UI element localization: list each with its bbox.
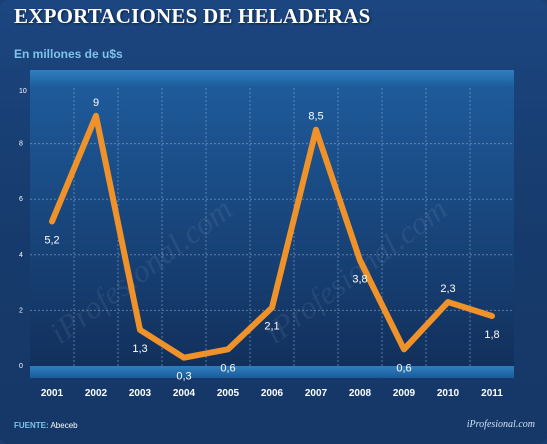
data-label: 1,8 <box>484 329 499 341</box>
data-labels: 5,2 9 1,3 0,3 0,6 2,1 8,5 3,8 0,6 2,3 1,8 <box>44 97 499 383</box>
data-label: 0,3 <box>176 371 191 383</box>
x-tick-label: 2006 <box>261 388 284 399</box>
y-tick-label: 10 <box>19 88 27 95</box>
data-label: 1,3 <box>132 343 147 355</box>
data-label: 9 <box>93 97 99 109</box>
y-tick-label: 4 <box>19 252 23 259</box>
source-label: FUENTE: <box>14 421 49 430</box>
chart-subtitle: En millones de u$s <box>14 47 123 61</box>
y-tick-label: 0 <box>19 363 23 370</box>
x-tick-label: 2009 <box>393 388 416 399</box>
data-label: 0,6 <box>396 362 411 374</box>
y-axis: 0 2 4 6 8 10 <box>19 88 27 370</box>
series-line <box>49 112 495 361</box>
data-label: 2,1 <box>264 321 279 333</box>
x-tick-label: 2011 <box>481 388 503 399</box>
data-label: 0,6 <box>220 362 235 374</box>
x-axis: 2001 2002 2003 2004 2005 2006 2007 2008 2009 2010… <box>41 388 503 399</box>
source-value: Abeceb <box>50 421 78 430</box>
x-tick-label: 2005 <box>217 388 240 399</box>
plot-bottom-band <box>30 366 514 378</box>
x-tick-label: 2010 <box>437 388 460 399</box>
x-tick-label: 2003 <box>129 388 152 399</box>
x-tick-label: 2007 <box>305 388 328 399</box>
brand-logo: iProfesional.com <box>466 419 535 430</box>
data-label: 5,2 <box>44 234 59 246</box>
series <box>49 112 495 361</box>
x-tick-label: 2001 <box>41 388 64 399</box>
x-tick-label: 2002 <box>85 388 108 399</box>
data-label: 2,3 <box>440 283 455 295</box>
y-tick-label: 6 <box>19 196 23 203</box>
data-label: 3,8 <box>352 273 367 285</box>
x-tick-label: 2004 <box>173 388 196 399</box>
plot-top-band <box>30 70 514 88</box>
source-note: FUENTE: Abeceb <box>14 421 78 430</box>
chart-title: EXPORTACIONES DE HELADERAS <box>14 4 371 28</box>
y-tick-label: 2 <box>19 307 23 314</box>
data-label: 8,5 <box>308 111 323 123</box>
x-tick-label: 2008 <box>349 388 372 399</box>
y-tick-label: 8 <box>19 141 23 148</box>
